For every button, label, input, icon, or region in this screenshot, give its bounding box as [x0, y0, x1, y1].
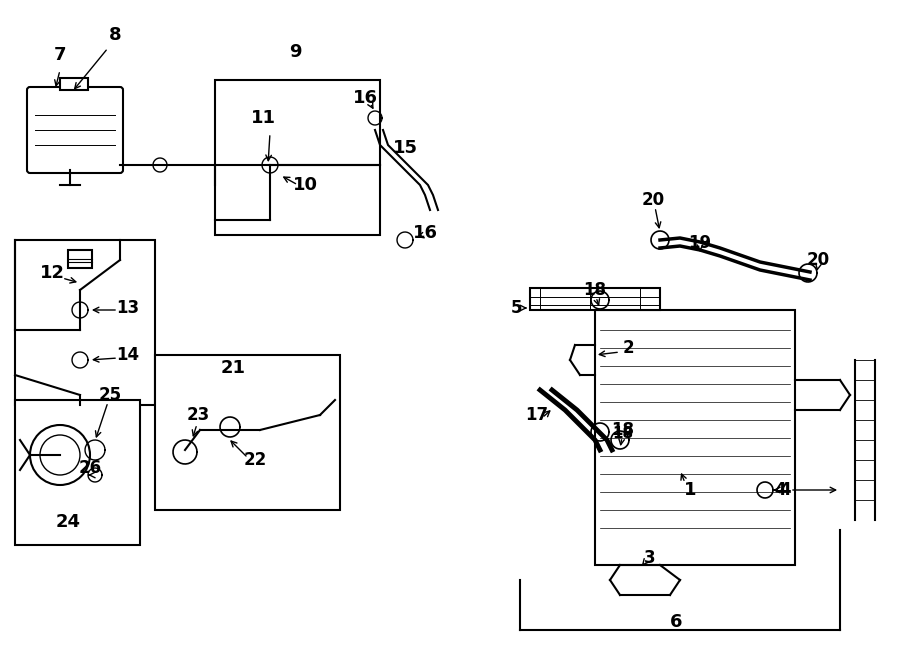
- Text: 26: 26: [78, 459, 102, 477]
- Text: 22: 22: [243, 451, 266, 469]
- Bar: [60, 78, 88, 90]
- Bar: [215, 80, 380, 235]
- Text: 12: 12: [40, 264, 65, 282]
- Text: 20: 20: [806, 251, 830, 269]
- Text: 18: 18: [583, 281, 607, 299]
- Bar: [68, 250, 92, 268]
- Bar: [155, 355, 340, 510]
- Text: 10: 10: [292, 176, 318, 194]
- Text: 2: 2: [622, 339, 634, 357]
- Circle shape: [40, 435, 80, 475]
- Text: 17: 17: [526, 406, 549, 424]
- Text: 16: 16: [412, 224, 437, 242]
- Text: 8: 8: [109, 26, 122, 44]
- Text: 16: 16: [353, 89, 377, 107]
- Text: 6: 6: [670, 613, 682, 631]
- Text: 24: 24: [56, 513, 80, 531]
- Text: 4: 4: [774, 481, 786, 499]
- Text: 18: 18: [611, 421, 634, 439]
- Text: 15: 15: [392, 139, 418, 157]
- Circle shape: [30, 425, 90, 485]
- Text: 20: 20: [642, 191, 664, 209]
- Text: 19: 19: [688, 234, 712, 252]
- Text: 21: 21: [220, 359, 246, 377]
- Text: 11: 11: [250, 109, 275, 127]
- Text: 9: 9: [289, 43, 302, 61]
- Bar: [15, 400, 140, 545]
- Text: 25: 25: [98, 386, 122, 404]
- Bar: [15, 240, 155, 405]
- Text: 4: 4: [779, 481, 791, 499]
- Text: 3: 3: [644, 549, 656, 567]
- Bar: [530, 288, 660, 310]
- Text: 13: 13: [116, 299, 140, 317]
- Text: 7: 7: [54, 46, 67, 64]
- FancyBboxPatch shape: [27, 87, 123, 173]
- Text: 18: 18: [612, 426, 634, 440]
- Text: 23: 23: [186, 406, 210, 424]
- Text: 1: 1: [684, 481, 697, 499]
- Text: 5: 5: [511, 299, 523, 317]
- Text: 14: 14: [116, 346, 140, 364]
- Bar: [595, 310, 795, 565]
